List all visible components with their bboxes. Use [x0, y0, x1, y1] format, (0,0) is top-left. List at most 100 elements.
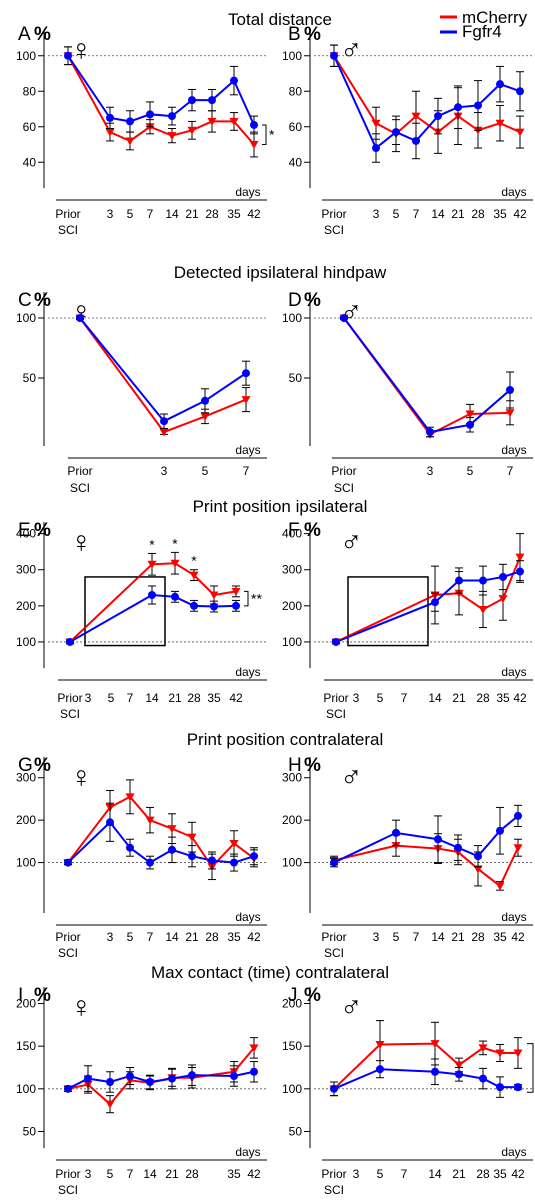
x-tick-label: 5 — [127, 930, 134, 944]
x-tick-label-sci: SCI — [58, 1183, 78, 1197]
x-tick-label: 28 — [205, 207, 219, 221]
data-point-fgfr4 — [434, 112, 442, 121]
x-tick-label: 3 — [353, 1167, 360, 1181]
series-line-fgfr4 — [79, 317, 247, 423]
data-point-mcherry — [170, 559, 180, 568]
male-symbol-icon: ♂ — [340, 991, 363, 1024]
x-tick-label: 7 — [401, 1167, 408, 1181]
y-tick-label: 150 — [282, 1039, 302, 1053]
x-tick-label: 28 — [476, 691, 490, 705]
x-tick-label: 14 — [428, 1167, 442, 1181]
x-tick-label-prior: Prior — [323, 691, 348, 705]
x-tick-label: 7 — [127, 1167, 134, 1181]
x-tick-label: 35 — [493, 207, 507, 221]
data-point-fgfr4 — [499, 572, 507, 581]
x-tick-label: 5 — [393, 207, 400, 221]
data-point-fgfr4 — [250, 852, 258, 861]
x-tick-label: 35 — [227, 207, 241, 221]
x-axis-unit-label: days — [235, 185, 260, 199]
significance-mark: ** — [251, 591, 262, 607]
data-point-fgfr4 — [146, 110, 154, 119]
x-tick-label: 5 — [377, 691, 384, 705]
y-tick-label: 60 — [23, 120, 37, 134]
x-tick-label: 5 — [108, 691, 115, 705]
x-tick-label: 5 — [377, 1167, 384, 1181]
y-tick-label: 60 — [289, 120, 303, 134]
data-point-fgfr4 — [250, 120, 258, 129]
data-point-fgfr4 — [496, 1083, 504, 1092]
data-point-fgfr4 — [514, 1083, 522, 1092]
x-tick-label-sci: SCI — [58, 946, 78, 960]
data-point-fgfr4 — [168, 112, 176, 121]
data-point-fgfr4 — [232, 601, 240, 610]
panel-label-i: I — [18, 985, 23, 1006]
data-point-mcherry — [249, 1044, 259, 1053]
data-point-fgfr4 — [84, 1074, 92, 1083]
data-point-mcherry — [105, 1100, 115, 1109]
row-title-print-position-contralateral: Print position contralateral — [187, 730, 384, 749]
x-tick-label: 35 — [227, 930, 241, 944]
x-tick-label: 21 — [452, 1167, 466, 1181]
y-tick-label: 50 — [23, 371, 37, 385]
x-tick-label-sci: SCI — [58, 223, 78, 237]
series-connector-mcherry — [335, 594, 436, 643]
row-title-total-distance: Total distance — [228, 10, 332, 29]
data-point-fgfr4 — [230, 1072, 238, 1081]
y-tick-label: 100 — [282, 49, 302, 63]
data-point-fgfr4 — [188, 1071, 196, 1080]
data-point-fgfr4 — [496, 826, 504, 835]
y-tick-label: 200 — [282, 997, 302, 1011]
series-connector-fgfr4 — [335, 601, 436, 643]
data-point-mcherry — [375, 1040, 385, 1049]
data-point-mcherry — [430, 1040, 440, 1049]
x-tick-label: 5 — [107, 1167, 114, 1181]
x-tick-label: 3 — [373, 930, 380, 944]
x-tick-label: 35 — [493, 930, 507, 944]
x-tick-label: 21 — [185, 930, 199, 944]
x-tick-label: 14 — [145, 691, 159, 705]
female-symbol-icon: ♀ — [70, 296, 93, 329]
x-tick-label-sci: SCI — [324, 946, 344, 960]
panel-unit-f: % — [304, 520, 321, 541]
x-axis-unit-label: days — [235, 1145, 260, 1159]
y-tick-label: 100 — [282, 635, 302, 649]
x-tick-label: 5 — [202, 464, 209, 478]
data-point-mcherry — [145, 816, 155, 825]
x-tick-label: 42 — [247, 207, 261, 221]
x-axis-unit-label: days — [235, 443, 260, 457]
data-point-fgfr4 — [426, 428, 434, 436]
y-tick-label: 300 — [282, 563, 302, 577]
series-connector-mcherry — [69, 563, 153, 643]
data-point-fgfr4 — [496, 80, 504, 89]
data-point-fgfr4 — [516, 87, 524, 96]
x-tick-label: 3 — [85, 1167, 92, 1181]
x-tick-label: 21 — [165, 1167, 179, 1181]
data-point-fgfr4 — [434, 835, 442, 844]
x-tick-label: 7 — [507, 464, 514, 478]
male-symbol-icon: ♂ — [340, 34, 363, 67]
x-tick-label-sci: SCI — [60, 707, 80, 721]
data-point-mcherry — [105, 128, 115, 137]
y-tick-label: 40 — [23, 155, 37, 169]
significance-mark: * — [172, 535, 178, 551]
x-tick-label: 3 — [85, 691, 92, 705]
data-point-mcherry — [207, 117, 217, 126]
female-symbol-icon: ♀ — [70, 991, 93, 1024]
y-tick-label: 50 — [289, 1124, 303, 1138]
significance-mark: * — [269, 127, 275, 143]
panel-unit-d: % — [304, 290, 321, 311]
significance-bracket — [244, 590, 249, 607]
data-point-fgfr4 — [330, 51, 338, 60]
panel-unit-c: % — [34, 290, 51, 311]
series-line-fgfr4 — [67, 820, 255, 864]
female-symbol-icon: ♀ — [70, 34, 93, 67]
data-point-mcherry — [125, 137, 135, 146]
data-point-fgfr4 — [106, 113, 114, 122]
gap-box — [84, 576, 166, 647]
